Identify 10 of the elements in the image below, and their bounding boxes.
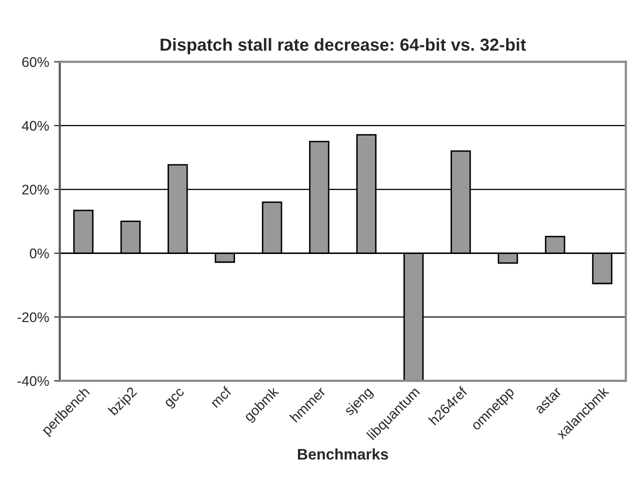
x-tick-label: mcf bbox=[210, 386, 232, 408]
y-tick-label: -40% bbox=[18, 376, 49, 386]
chart-title: Dispatch stall rate decrease: 64-bit vs. 32-bit bbox=[160, 38, 526, 54]
x-axis-title: Benchmarks bbox=[298, 448, 388, 460]
y-tick-label: -20% bbox=[18, 312, 49, 322]
x-tick-label: gcc bbox=[164, 388, 187, 410]
y-tick-label: 20% bbox=[22, 184, 49, 195]
y-tick-label: 0% bbox=[30, 248, 49, 258]
y-tick-label: 60% bbox=[22, 57, 49, 67]
y-tick-label: 40% bbox=[22, 120, 49, 131]
